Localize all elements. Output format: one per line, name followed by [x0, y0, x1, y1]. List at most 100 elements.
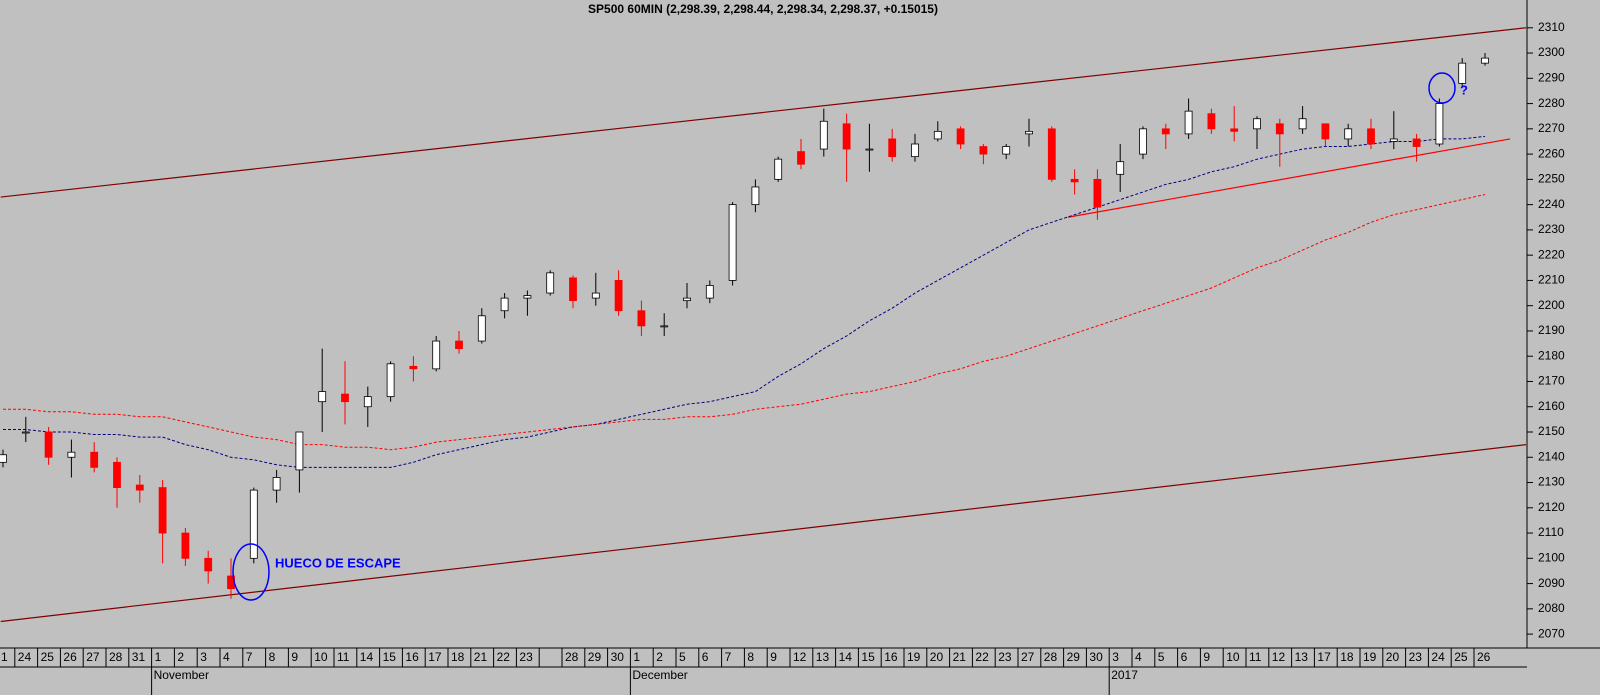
x-tick-label: 18 [451, 650, 465, 664]
x-tick-label: 22 [497, 650, 511, 664]
x-tick-label: 16 [884, 650, 898, 664]
candle-body [386, 363, 395, 398]
candle-body [249, 489, 258, 559]
y-tick-label: 2280 [1538, 96, 1565, 110]
candle-body [751, 186, 760, 206]
candle-body [774, 158, 783, 180]
candle-body [614, 280, 623, 312]
x-tick-label: 19 [1363, 650, 1377, 664]
month-label: November [154, 668, 209, 682]
candle-body [1070, 178, 1079, 183]
x-tick-label: 3 [1112, 650, 1119, 664]
y-tick-label: 2080 [1538, 601, 1565, 615]
candle-body [204, 557, 213, 572]
moving-average [3, 135, 1486, 468]
candle-body [1321, 123, 1330, 140]
candle-body [1435, 103, 1444, 145]
x-tick-label: 23 [1409, 650, 1423, 664]
y-tick-label: 2260 [1538, 146, 1565, 160]
x-tick-label: 27 [86, 650, 100, 664]
x-tick-label: 11 [337, 650, 350, 664]
x-tick-label: 8 [269, 650, 276, 664]
candle-body [363, 396, 372, 408]
candle-body [1344, 128, 1353, 140]
trendline [0, 444, 1527, 623]
x-tick-label: 13 [816, 650, 830, 664]
y-tick-label: 2190 [1538, 323, 1565, 337]
candle-body [865, 148, 874, 151]
candle-body [569, 277, 577, 302]
x-tick-label: 6 [702, 650, 709, 664]
x-tick-label: 24 [1431, 650, 1445, 664]
candle-body [1367, 128, 1375, 145]
candle-body [295, 431, 304, 471]
x-tick-label: 10 [314, 650, 328, 664]
candle-body [1139, 128, 1147, 155]
month-label: 2017 [1111, 668, 1138, 682]
candle-body [705, 285, 714, 299]
annotation: HUECO DE ESCAPE [275, 555, 401, 570]
x-tick-label: 9 [291, 650, 298, 664]
x-tick-label: 25 [41, 650, 55, 664]
y-tick-label: 2250 [1538, 172, 1565, 186]
candle-body [1002, 146, 1011, 155]
candle-body [591, 292, 600, 299]
x-tick-label: 27 [1021, 650, 1035, 664]
y-tick-label: 2270 [1538, 121, 1565, 135]
y-tick-label: 2140 [1538, 449, 1565, 463]
y-tick-label: 2310 [1538, 20, 1565, 34]
x-tick-label: 6 [1181, 650, 1188, 664]
x-tick-label: 7 [725, 650, 732, 664]
y-tick-label: 2150 [1538, 424, 1565, 438]
x-tick-label: 2 [656, 650, 663, 664]
x-tick-label: 28 [1044, 650, 1058, 664]
x-tick-label: 22 [975, 650, 989, 664]
y-tick-label: 2100 [1538, 550, 1565, 564]
candle-body [1412, 138, 1421, 147]
x-tick-label: 10 [1226, 650, 1240, 664]
y-tick-label: 2290 [1538, 70, 1565, 84]
candle-body [1389, 138, 1398, 142]
candle-body [546, 272, 555, 294]
x-tick-label: 11 [1249, 650, 1262, 664]
candle-body [21, 431, 30, 434]
annotation: ? [1460, 82, 1468, 97]
candle-body [819, 120, 828, 150]
x-tick-label: 12 [1272, 650, 1286, 664]
candle-body [1093, 178, 1102, 208]
candle-body [432, 340, 441, 370]
x-tick-label: 4 [223, 650, 230, 664]
candle-body [318, 391, 327, 403]
x-tick-label: 29 [588, 650, 602, 664]
candle-body [660, 325, 669, 328]
x-tick-label: 15 [383, 650, 397, 664]
candle-body [272, 477, 281, 491]
annotation-circle [232, 543, 270, 601]
x-tick-label: 14 [360, 650, 374, 664]
x-tick-label: 13 [1295, 650, 1309, 664]
candle-body [1230, 128, 1239, 132]
candle-body [637, 310, 646, 327]
candle-body [1275, 123, 1284, 135]
x-tick-label: 1 [1, 650, 8, 664]
candle-body [135, 484, 144, 491]
x-tick-label: 9 [1203, 650, 1210, 664]
candle-body [911, 143, 919, 158]
candle-body [1047, 128, 1056, 180]
month-label: December [632, 668, 687, 682]
candle-body [90, 451, 99, 468]
x-tick-label: 1 [633, 650, 640, 664]
candle-body [0, 454, 7, 463]
x-tick-label: 23 [998, 650, 1012, 664]
x-tick-label: 21 [953, 650, 967, 664]
candle-body [797, 151, 805, 165]
y-tick-label: 2300 [1538, 45, 1565, 59]
x-tick-label: 30 [1089, 650, 1103, 664]
y-tick-label: 2200 [1538, 298, 1565, 312]
candle-body [341, 393, 349, 403]
candle-body [181, 532, 190, 559]
candle-body [1481, 57, 1489, 64]
candle-body [933, 130, 942, 140]
y-tick-label: 2180 [1538, 348, 1565, 362]
